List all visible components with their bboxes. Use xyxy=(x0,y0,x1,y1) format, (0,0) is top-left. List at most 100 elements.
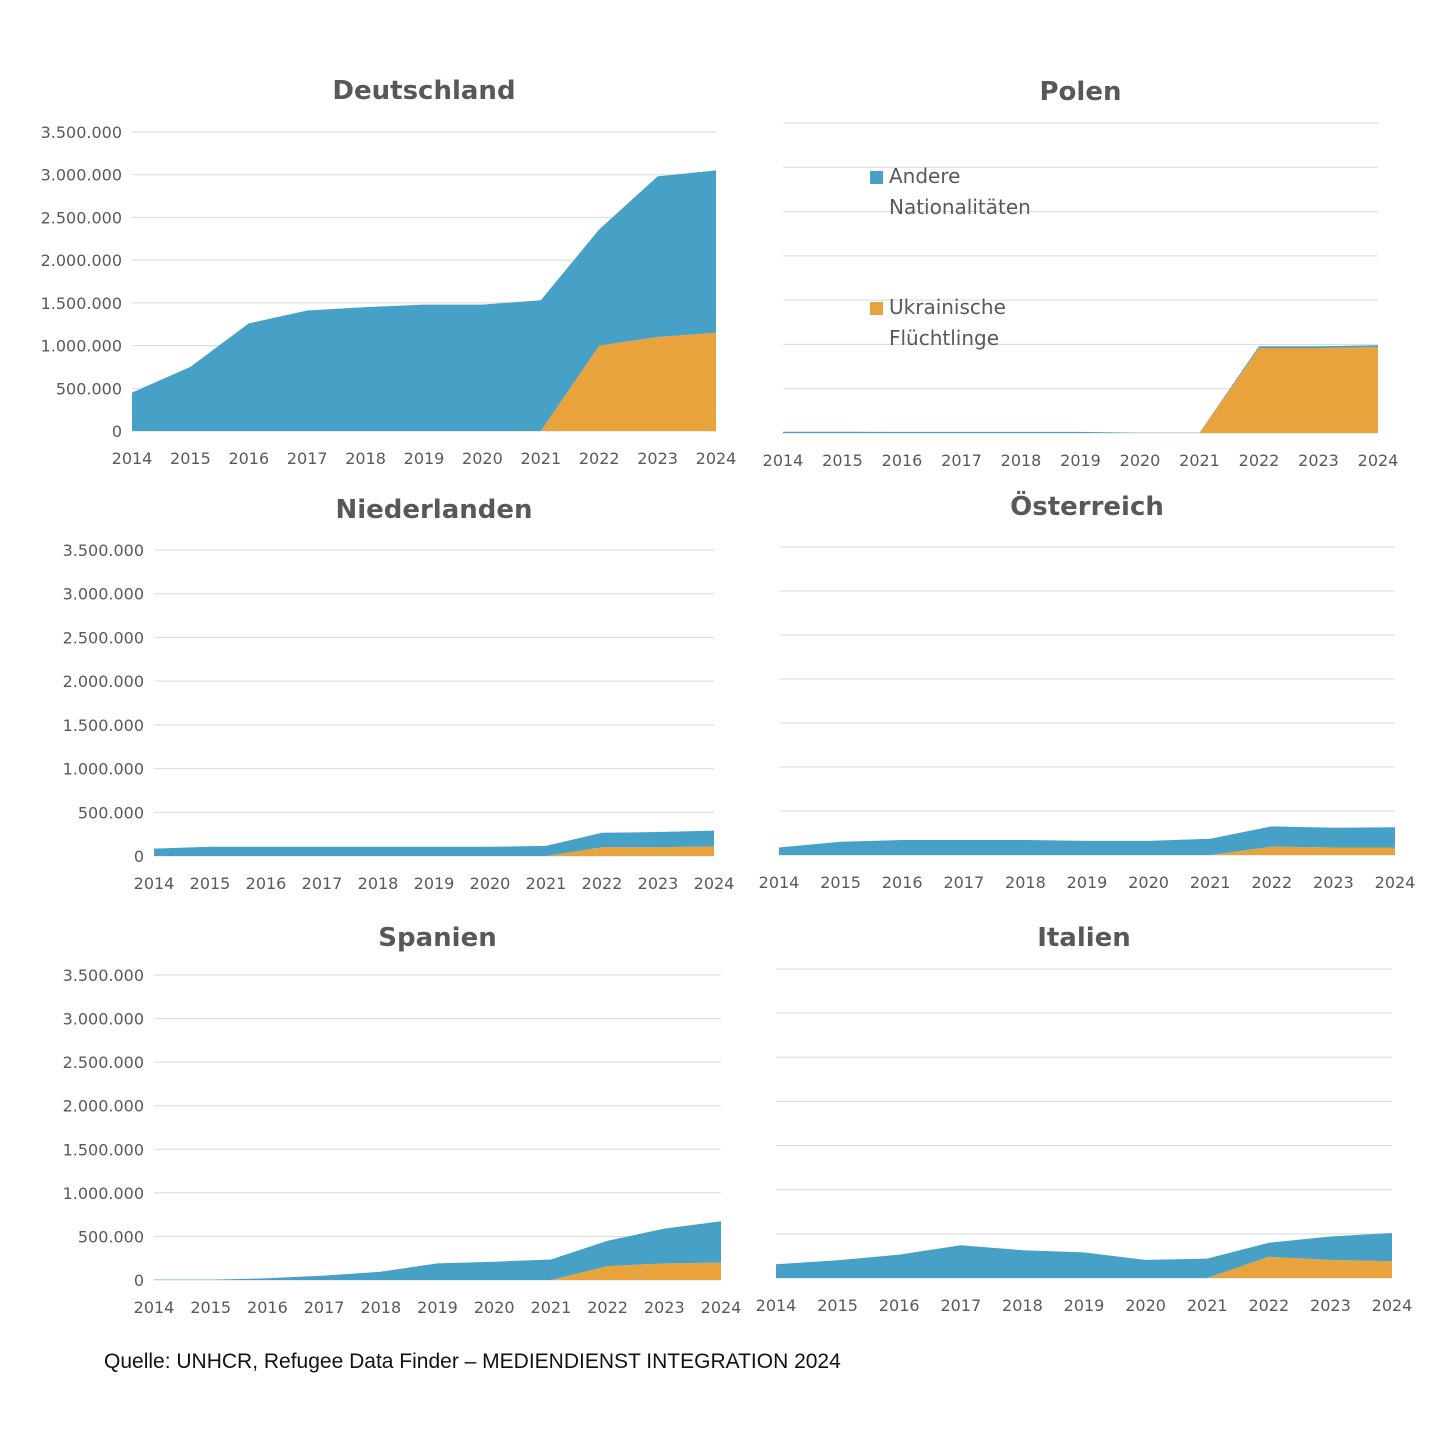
x-tick-label: 2014 xyxy=(756,1296,797,1315)
x-tick-label: 2024 xyxy=(696,449,737,468)
legend-label: Flüchtlinge xyxy=(889,326,999,350)
legend-label: Ukrainische xyxy=(889,295,1006,319)
x-tick-label: 2022 xyxy=(1251,873,1292,892)
x-tick-label: 2014 xyxy=(134,1298,175,1317)
area-andere-nationalitaeten xyxy=(776,1233,1392,1278)
legend-item-ukraine: Ukrainische Flüchtlinge xyxy=(870,295,1006,350)
legend-swatch xyxy=(870,171,883,184)
y-tick-label: 2.000.000 xyxy=(63,672,144,691)
x-tick-label: 2018 xyxy=(358,874,399,893)
y-tick-label: 1.500.000 xyxy=(41,294,122,313)
x-tick-label: 2015 xyxy=(190,874,231,893)
y-tick-label: 1.000.000 xyxy=(63,1184,144,1203)
x-tick-label: 2018 xyxy=(345,449,386,468)
x-tick-label: 2016 xyxy=(247,1298,288,1317)
area-andere-nationalitaeten xyxy=(154,1221,721,1280)
chart-title: Deutschland xyxy=(332,76,515,106)
y-tick-label: 3.500.000 xyxy=(41,123,122,142)
x-tick-label: 2017 xyxy=(940,1296,981,1315)
x-tick-label: 2021 xyxy=(1190,873,1231,892)
source-note: Quelle: UNHCR, Refugee Data Finder – MED… xyxy=(104,1350,841,1373)
x-tick-label: 2021 xyxy=(526,874,567,893)
area-ukrainische-fluechtlinge xyxy=(132,332,716,431)
x-tick-label: 2014 xyxy=(763,451,804,470)
x-tick-label: 2017 xyxy=(304,1298,345,1317)
x-tick-label: 2017 xyxy=(302,874,343,893)
y-tick-label: 500.000 xyxy=(78,1227,144,1246)
area-andere-nationalitaeten xyxy=(154,830,714,856)
x-tick-label: 2014 xyxy=(134,874,175,893)
x-tick-label: 2024 xyxy=(701,1298,742,1317)
x-tick-label: 2016 xyxy=(246,874,287,893)
x-tick-label: 2020 xyxy=(474,1298,515,1317)
area-andere-nationalitaeten xyxy=(132,170,716,431)
chart-deutschland: 0 500.000 1.000.000 1.500.000 2.000.000 2.500… xyxy=(41,76,737,468)
legend: Andere Nationalitäten Ukrainische Flüchtlin… xyxy=(870,164,1031,350)
chart-title: Polen xyxy=(1040,77,1122,107)
y-tick-label: 2.000.000 xyxy=(63,1097,144,1116)
x-tick-label: 2016 xyxy=(882,873,923,892)
x-tick-label: 2021 xyxy=(531,1298,572,1317)
y-tick-label: 3.500.000 xyxy=(63,966,144,985)
area-ukrainische-fluechtlinge xyxy=(776,1256,1392,1278)
x-tick-label: 2017 xyxy=(287,449,328,468)
x-tick-label: 2022 xyxy=(1248,1296,1289,1315)
y-tick-label: 3.000.000 xyxy=(63,1010,144,1029)
x-tick-label: 2024 xyxy=(1358,451,1399,470)
chart-niederlanden: 0 500.000 1.000.000 1.500.000 2.000.000 2.500… xyxy=(63,495,735,893)
x-tick-label: 2015 xyxy=(170,449,211,468)
x-tick-label: 2020 xyxy=(1125,1296,1166,1315)
x-tick-label: 2019 xyxy=(1067,873,1108,892)
x-tick-label: 2018 xyxy=(1002,1296,1043,1315)
x-tick-label: 2019 xyxy=(1064,1296,1105,1315)
x-tick-label: 2014 xyxy=(759,873,800,892)
x-tick-label: 2015 xyxy=(817,1296,858,1315)
x-tick-label: 2023 xyxy=(1298,451,1339,470)
x-tick-label: 2015 xyxy=(820,873,861,892)
area-ukrainische-fluechtlinge xyxy=(783,347,1378,433)
chart-italien: 2014 2015 2016 2017 2018 2019 2020 2021 2022 2023… xyxy=(756,923,1413,1315)
y-tick-label: 2.500.000 xyxy=(63,628,144,647)
x-tick-label: 2019 xyxy=(1060,451,1101,470)
x-tick-label: 2023 xyxy=(644,1298,685,1317)
x-tick-label: 2020 xyxy=(462,449,503,468)
x-tick-label: 2024 xyxy=(694,874,735,893)
legend-swatch xyxy=(870,302,883,315)
y-tick-label: 1.500.000 xyxy=(63,716,144,735)
y-tick-label: 0 xyxy=(112,422,122,441)
x-tick-label: 2014 xyxy=(112,449,153,468)
area-ukrainische-fluechtlinge xyxy=(779,846,1395,855)
x-tick-label: 2020 xyxy=(470,874,511,893)
x-tick-label: 2023 xyxy=(1310,1296,1351,1315)
x-tick-label: 2022 xyxy=(587,1298,628,1317)
x-tick-label: 2017 xyxy=(943,873,984,892)
y-tick-label: 2.000.000 xyxy=(41,251,122,270)
y-tick-label: 3.000.000 xyxy=(63,585,144,604)
area-ukrainische-fluechtlinge xyxy=(154,846,714,856)
y-tick-label: 3.000.000 xyxy=(41,166,122,185)
x-tick-label: 2023 xyxy=(1313,873,1354,892)
x-tick-label: 2018 xyxy=(1001,451,1042,470)
x-tick-label: 2016 xyxy=(228,449,269,468)
x-tick-label: 2020 xyxy=(1120,451,1161,470)
y-tick-label: 2.500.000 xyxy=(41,208,122,227)
y-tick-label: 2.500.000 xyxy=(63,1053,144,1072)
x-tick-label: 2020 xyxy=(1128,873,1169,892)
legend-label: Andere xyxy=(889,164,960,188)
x-tick-label: 2022 xyxy=(582,874,623,893)
y-tick-label: 1.000.000 xyxy=(63,760,144,779)
x-tick-label: 2024 xyxy=(1372,1296,1413,1315)
x-tick-label: 2023 xyxy=(638,874,679,893)
x-tick-label: 2016 xyxy=(879,1296,920,1315)
x-tick-label: 2024 xyxy=(1375,873,1416,892)
x-tick-label: 2019 xyxy=(404,449,445,468)
chart-title: Niederlanden xyxy=(335,495,532,525)
area-andere-nationalitaeten xyxy=(779,826,1395,855)
x-tick-label: 2021 xyxy=(1187,1296,1228,1315)
y-tick-label: 500.000 xyxy=(56,379,122,398)
area-ukrainische-fluechtlinge xyxy=(154,1262,721,1280)
chart-title: Italien xyxy=(1037,923,1131,953)
x-tick-label: 2022 xyxy=(579,449,620,468)
chart-polen: 2014 2015 2016 2017 2018 2019 2020 2021 2022 2023… xyxy=(763,77,1399,470)
